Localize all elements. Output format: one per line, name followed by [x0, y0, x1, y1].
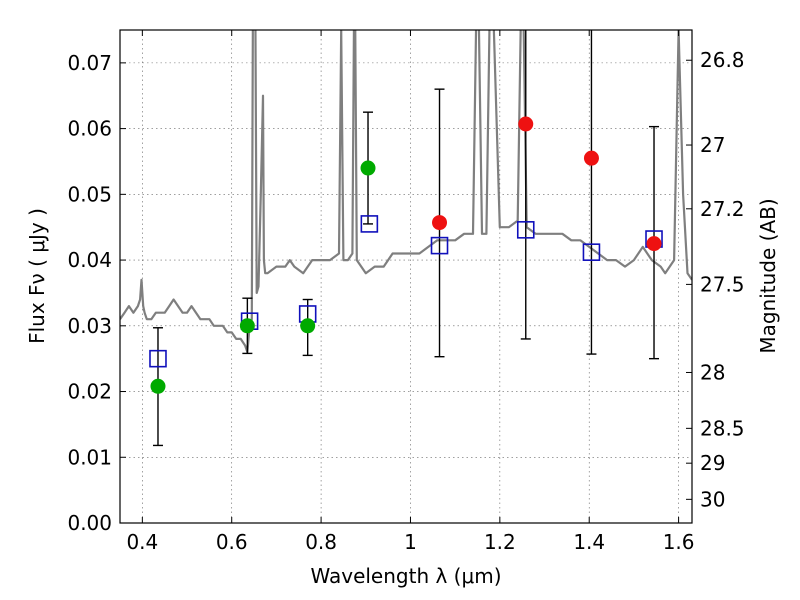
magnitude-tick-label: 27.2 [700, 197, 745, 221]
y-tick-label: 0.00 [67, 511, 112, 535]
spectrum-layer [120, 30, 692, 354]
x-tick-label: 1.4 [573, 530, 605, 554]
magnitude-tick-label: 28 [700, 360, 725, 384]
y-axis-ticks: 0.00 0.01 0.02 0.03 0.04 0.05 0.06 0.07 [67, 51, 126, 535]
red-data-point [583, 150, 599, 166]
y-tick-label: 0.01 [67, 445, 112, 469]
green-data-point [360, 160, 376, 176]
plot-frame [119, 29, 693, 524]
x-tick-label: 1 [404, 530, 417, 554]
x-tick-label: 0.4 [126, 530, 158, 554]
model-square-marker [149, 349, 167, 368]
x-tick-label: 0.8 [305, 530, 337, 554]
plot-background [120, 30, 692, 523]
y-tick-label: 0.07 [67, 51, 112, 75]
y-tick-label: 0.02 [67, 380, 112, 404]
magnitude-tick-label: 29 [700, 451, 725, 475]
data-points-layer [149, 30, 663, 447]
magnitude-axis-title: Magnitude (AB) [756, 198, 780, 353]
y-axis-title: Flux Fν ( μJy ) [25, 208, 49, 344]
red-data-point [432, 215, 448, 231]
magnitude-tick-label: 28.5 [700, 416, 745, 440]
model-square-marker [430, 236, 449, 255]
magnitude-tick-label: 27.5 [700, 272, 745, 296]
red-data-point [646, 236, 662, 252]
x-tick-label: 1.6 [663, 530, 695, 554]
magnitude-tick-label: 30 [700, 487, 725, 511]
model-square-marker [360, 215, 379, 233]
green-data-point [300, 318, 316, 334]
red-data-point [518, 116, 534, 132]
spectrum-line [120, 30, 692, 354]
y-tick-label: 0.04 [67, 248, 112, 272]
x-tick-label: 1.2 [484, 530, 516, 554]
green-data-point [239, 318, 255, 334]
magnitude-tick-label: 26.8 [700, 48, 745, 72]
y-tick-label: 0.05 [67, 182, 112, 206]
magnitude-tick-label: 27 [700, 133, 725, 157]
model-square-marker [582, 243, 601, 261]
y-tick-label: 0.06 [67, 117, 112, 141]
magnitude-axis-ticks: 26.8 27 27.2 27.5 28 28.5 29 30 [686, 48, 745, 511]
x-axis-ticks: 0.4 0.6 0.8 1 1.2 1.4 1.6 [126, 30, 695, 554]
x-axis-title: Wavelength λ (μm) [310, 564, 501, 588]
green-data-point [150, 378, 166, 394]
x-tick-label: 0.6 [216, 530, 248, 554]
model-square-marker [516, 221, 535, 239]
y-tick-label: 0.03 [67, 314, 112, 338]
